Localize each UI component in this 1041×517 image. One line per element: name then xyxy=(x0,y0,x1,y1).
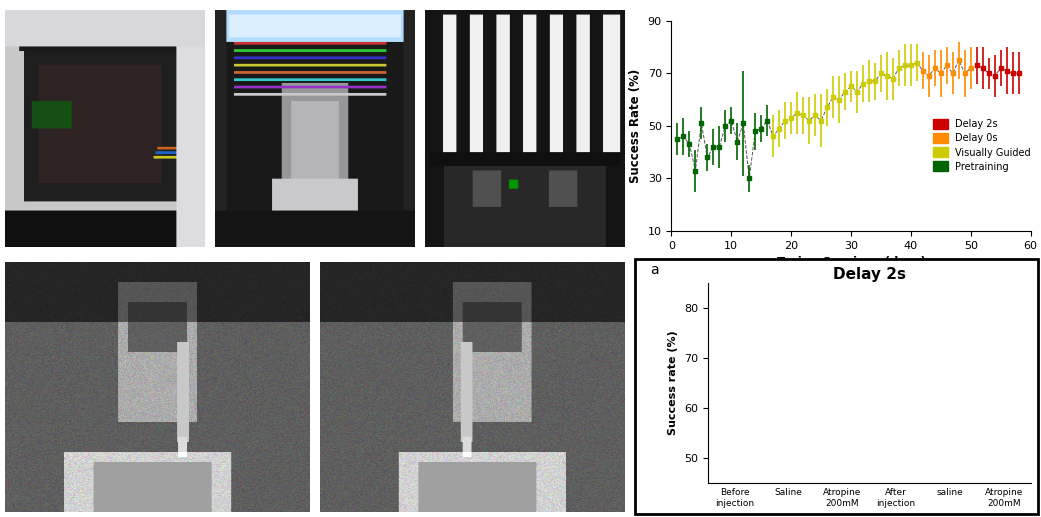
Legend: Delay 2s, Delay 0s, Visually Guided, Pretraining: Delay 2s, Delay 0s, Visually Guided, Pre… xyxy=(931,117,1033,174)
X-axis label: Traing Sessions (days): Traing Sessions (days) xyxy=(777,256,925,269)
Text: a: a xyxy=(650,263,658,277)
Y-axis label: Success Rate (%): Success Rate (%) xyxy=(629,69,642,183)
Title: Delay 2s: Delay 2s xyxy=(833,267,906,282)
Y-axis label: Success rate (%): Success rate (%) xyxy=(668,331,679,435)
